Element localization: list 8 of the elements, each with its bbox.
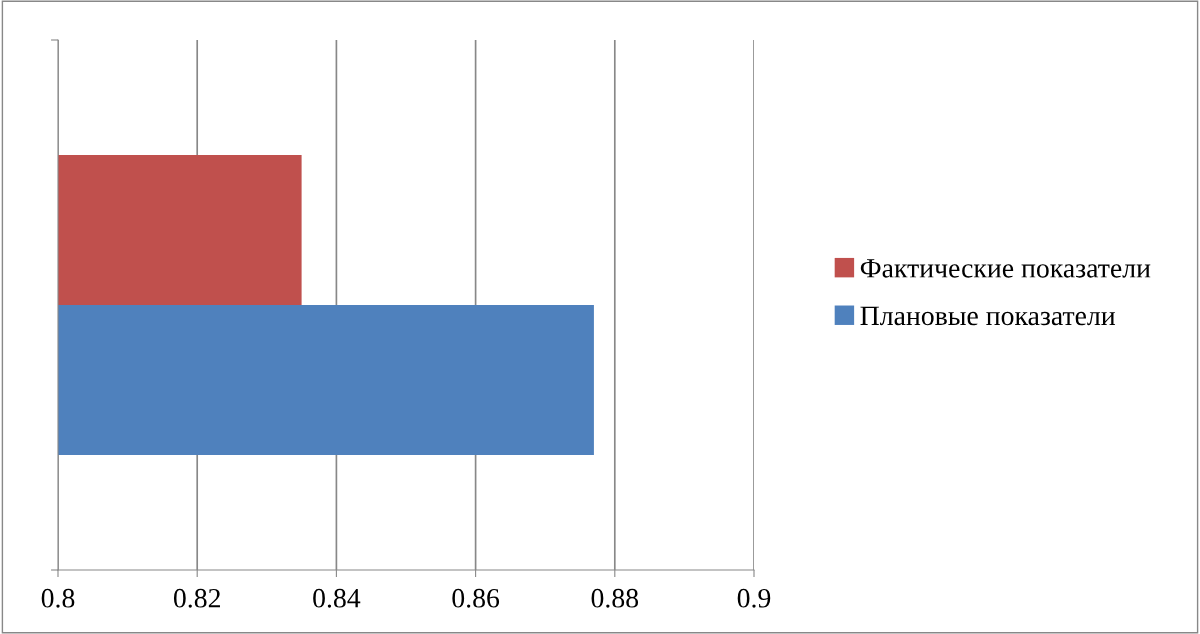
x-tick-label: 0.8 (41, 588, 75, 608)
x-tick-label: 0.86 (452, 588, 500, 608)
x-tick-label: 0.82 (173, 588, 220, 608)
x-tick-label: 0.9 (737, 588, 771, 608)
legend-label: Плановые показатели (860, 306, 1116, 326)
legend-label: Фактические показатели (860, 259, 1151, 278)
x-tick-label: 0.84 (313, 588, 361, 608)
x-tick-label: 0.88 (591, 588, 639, 608)
